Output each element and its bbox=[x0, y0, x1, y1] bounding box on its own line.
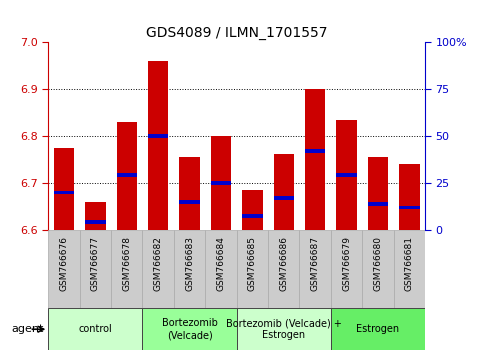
Bar bbox=[211, 181, 231, 185]
Text: GSM766682: GSM766682 bbox=[154, 236, 163, 291]
Text: GSM766685: GSM766685 bbox=[248, 236, 257, 291]
Bar bbox=[85, 220, 106, 223]
Bar bbox=[237, 308, 331, 350]
Text: Bortezomib (Velcade) +
Estrogen: Bortezomib (Velcade) + Estrogen bbox=[226, 318, 341, 340]
Bar bbox=[242, 190, 263, 230]
Bar bbox=[237, 230, 268, 308]
Bar bbox=[331, 308, 425, 350]
Bar bbox=[205, 230, 237, 308]
Text: control: control bbox=[79, 324, 112, 334]
Bar bbox=[179, 158, 200, 230]
Text: GSM766676: GSM766676 bbox=[59, 236, 69, 291]
Bar bbox=[399, 206, 420, 210]
Bar bbox=[142, 230, 174, 308]
Bar bbox=[299, 230, 331, 308]
Title: GDS4089 / ILMN_1701557: GDS4089 / ILMN_1701557 bbox=[146, 26, 327, 40]
Bar bbox=[116, 173, 137, 177]
Bar bbox=[273, 154, 294, 230]
Bar bbox=[399, 164, 420, 230]
Text: GSM766687: GSM766687 bbox=[311, 236, 320, 291]
Bar bbox=[174, 230, 205, 308]
Bar bbox=[54, 191, 74, 194]
Bar bbox=[268, 230, 299, 308]
Bar bbox=[394, 230, 425, 308]
Bar bbox=[305, 149, 326, 153]
Bar bbox=[242, 214, 263, 218]
Bar bbox=[305, 89, 326, 230]
Text: GSM766680: GSM766680 bbox=[373, 236, 383, 291]
Bar bbox=[48, 230, 80, 308]
Bar bbox=[368, 158, 388, 230]
Text: GSM766683: GSM766683 bbox=[185, 236, 194, 291]
Bar bbox=[85, 202, 106, 230]
Text: GSM766678: GSM766678 bbox=[122, 236, 131, 291]
Bar bbox=[336, 173, 357, 177]
Bar bbox=[331, 230, 362, 308]
Text: Bortezomib
(Velcade): Bortezomib (Velcade) bbox=[162, 318, 217, 340]
Text: agent: agent bbox=[11, 324, 43, 334]
Bar bbox=[148, 61, 169, 230]
Text: GSM766679: GSM766679 bbox=[342, 236, 351, 291]
Text: Estrogen: Estrogen bbox=[356, 324, 399, 334]
Bar bbox=[48, 308, 142, 350]
Text: GSM766681: GSM766681 bbox=[405, 236, 414, 291]
Bar bbox=[142, 308, 237, 350]
Bar bbox=[211, 136, 231, 230]
Bar bbox=[54, 148, 74, 230]
Text: GSM766684: GSM766684 bbox=[216, 236, 226, 291]
Text: GSM766677: GSM766677 bbox=[91, 236, 100, 291]
Bar bbox=[362, 230, 394, 308]
Bar bbox=[116, 122, 137, 230]
Bar bbox=[368, 202, 388, 206]
Bar bbox=[273, 196, 294, 200]
Bar bbox=[179, 200, 200, 204]
Bar bbox=[111, 230, 142, 308]
Bar bbox=[80, 230, 111, 308]
Bar bbox=[148, 135, 169, 138]
Text: GSM766686: GSM766686 bbox=[279, 236, 288, 291]
Bar bbox=[336, 120, 357, 230]
